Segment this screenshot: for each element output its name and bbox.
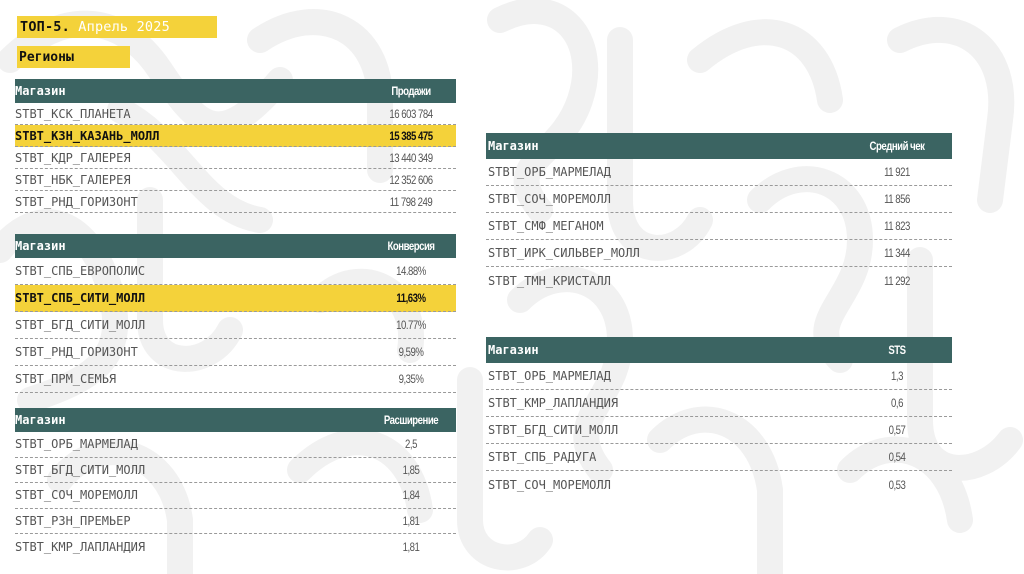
row-value: 10.77% [396, 318, 426, 332]
table-row: STBT_РЗН_ПРЕМЬЕР 1,81 [15, 509, 456, 534]
row-store: STBT_СПБ_РАДУГА [488, 450, 597, 464]
row-value: 9,35% [398, 372, 424, 386]
title-prefix: ТОП-5. [20, 19, 70, 35]
row-store: STBT_БГД_СИТИ_МОЛЛ [15, 318, 146, 332]
row-store: STBT_РНД_ГОРИЗОНТ [15, 345, 138, 359]
row-value: 1,85 [402, 462, 420, 477]
table-row: STBT_КМР_ЛАПЛАНДИЯ 0,6 [486, 390, 952, 417]
row-value: 0,54 [888, 450, 906, 464]
sts-table: Магазин STS STBT_ОРБ_МАРМЕЛАД 1,3 STBT_КМ… [486, 337, 952, 498]
header-store: Магазин [15, 239, 66, 253]
header-value: Расширение [383, 413, 439, 427]
row-value: 0,53 [888, 477, 906, 492]
row-value: 11,63% [396, 291, 426, 305]
table-row-highlighted: STBT_СПБ_СИТИ_МОЛЛ 11,63% [15, 285, 456, 312]
row-value: 0,57 [888, 423, 906, 437]
row-value: 11 798 249 [389, 194, 433, 209]
row-store: STBT_СОЧ_МОРЕМОЛЛ [488, 477, 611, 492]
row-value: 1,81 [402, 513, 420, 528]
table-header: Магазин Конверсия [15, 234, 456, 258]
header-value: Продажи [391, 84, 431, 98]
row-value: 9,59% [398, 345, 424, 359]
header-store: Магазин [15, 413, 66, 427]
row-store: STBT_КМР_ЛАПЛАНДИЯ [15, 539, 146, 554]
section-subtitle: Регионы [17, 46, 130, 68]
table-row: STBT_ТМН_КРИСТАЛЛ 11 292 [486, 267, 952, 294]
row-value: 11 344 [884, 246, 910, 260]
header-value: Конверсия [387, 239, 435, 253]
row-store: STBT_КДР_ГАЛЕРЕЯ [15, 150, 131, 165]
table-row-highlighted: STBT_КЗН_КАЗАНЬ_МОЛЛ 15 385 475 [15, 125, 456, 147]
table-row: STBT_РНД_ГОРИЗОНТ 11 798 249 [15, 191, 456, 213]
table-row: STBT_СОЧ_МОРЕМОЛЛ 0,53 [486, 471, 952, 498]
table-row: STBT_РНД_ГОРИЗОНТ 9,59% [15, 339, 456, 366]
table-row: STBT_СПБ_ЕВРОПОЛИС 14.88% [15, 258, 456, 285]
row-value: 2,5 [405, 437, 417, 452]
header-store: Магазин [15, 84, 66, 98]
row-value: 1,84 [402, 488, 420, 503]
table-row: STBT_БГД_СИТИ_МОЛЛ 1,85 [15, 458, 456, 483]
row-store: STBT_ИРК_СИЛЬВЕР_МОЛЛ [488, 246, 640, 260]
table-row: STBT_ПРМ_СЕМЬЯ 9,35% [15, 366, 456, 393]
row-store: STBT_КСК_ПЛАНЕТА [15, 106, 131, 121]
expansion-table: Магазин Расширение STBT_ОРБ_МАРМЕЛАД 2,5 … [15, 408, 456, 560]
table-row: STBT_СОЧ_МОРЕМОЛЛ 1,84 [15, 483, 456, 509]
row-store: STBT_ОРБ_МАРМЕЛАД [15, 437, 138, 452]
table-header: Магазин Средний чек [486, 133, 952, 159]
row-store: STBT_ОРБ_МАРМЕЛАД [488, 369, 611, 383]
row-value: 15 385 475 [389, 128, 433, 143]
row-store: STBT_ТМН_КРИСТАЛЛ [488, 273, 611, 288]
row-store: STBT_СОЧ_МОРЕМОЛЛ [488, 192, 611, 206]
table-row: STBT_СОЧ_МОРЕМОЛЛ 11 856 [486, 186, 952, 213]
table-row: STBT_ИРК_СИЛЬВЕР_МОЛЛ 11 344 [486, 240, 952, 267]
row-value: 11 292 [884, 273, 910, 288]
table-row: STBT_КДР_ГАЛЕРЕЯ 13 440 349 [15, 147, 456, 169]
row-store: STBT_БГД_СИТИ_МОЛЛ [488, 423, 619, 437]
table-row: STBT_КМР_ЛАПЛАНДИЯ 1,81 [15, 534, 456, 560]
table-header: Магазин STS [486, 337, 952, 363]
row-store: STBT_РНД_ГОРИЗОНТ [15, 194, 138, 209]
sales-table: Магазин Продажи STBT_КСК_ПЛАНЕТА 16 603 7… [15, 79, 456, 213]
table-row: STBT_БГД_СИТИ_МОЛЛ 0,57 [486, 417, 952, 444]
row-value: 12 352 606 [389, 172, 433, 187]
title-period: Апрель 2025 [69, 19, 170, 35]
row-store: STBT_СМФ_МЕГАНОМ [488, 219, 604, 233]
row-store: STBT_СОЧ_МОРЕМОЛЛ [15, 488, 138, 503]
row-value: 1,3 [891, 369, 903, 383]
row-store: STBT_СПБ_ЕВРОПОЛИС [15, 264, 146, 278]
table-row: STBT_СМФ_МЕГАНОМ 11 823 [486, 213, 952, 240]
row-store: STBT_НБК_ГАЛЕРЕЯ [15, 172, 131, 187]
table-row: STBT_КСК_ПЛАНЕТА 16 603 784 [15, 103, 456, 125]
table-row: STBT_ОРБ_МАРМЕЛАД 2,5 [15, 432, 456, 458]
header-store: Магазин [488, 343, 539, 357]
row-store: STBT_БГД_СИТИ_МОЛЛ [15, 462, 146, 477]
row-store: STBT_ОРБ_МАРМЕЛАД [488, 165, 611, 179]
row-value: 1,81 [402, 539, 420, 554]
row-value: 0,6 [891, 396, 903, 410]
row-store: STBT_КЗН_КАЗАНЬ_МОЛЛ [15, 128, 160, 143]
row-store: STBT_ПРМ_СЕМЬЯ [15, 372, 117, 386]
row-value: 16 603 784 [389, 106, 433, 121]
table-header: Магазин Продажи [15, 79, 456, 103]
page-title: ТОП-5. Апрель 2025 [17, 16, 217, 38]
header-value: Средний чек [869, 139, 925, 153]
conversion-table: Магазин Конверсия STBT_СПБ_ЕВРОПОЛИС 14.8… [15, 234, 456, 393]
table-row: STBT_ОРБ_МАРМЕЛАД 11 921 [486, 159, 952, 186]
header-value: STS [888, 343, 906, 357]
row-value: 11 921 [884, 165, 910, 179]
header-store: Магазин [488, 139, 539, 153]
table-row: STBT_СПБ_РАДУГА 0,54 [486, 444, 952, 471]
row-store: STBT_СПБ_СИТИ_МОЛЛ [15, 291, 146, 305]
row-value: 13 440 349 [389, 150, 433, 165]
row-store: STBT_КМР_ЛАПЛАНДИЯ [488, 396, 619, 410]
table-header: Магазин Расширение [15, 408, 456, 432]
row-store: STBT_РЗН_ПРЕМЬЕР [15, 513, 131, 528]
row-value: 11 823 [884, 219, 910, 233]
avg-check-table: Магазин Средний чек STBT_ОРБ_МАРМЕЛАД 11 … [486, 133, 952, 294]
row-value: 14.88% [396, 264, 426, 278]
row-value: 11 856 [884, 192, 910, 206]
table-row: STBT_БГД_СИТИ_МОЛЛ 10.77% [15, 312, 456, 339]
table-row: STBT_НБК_ГАЛЕРЕЯ 12 352 606 [15, 169, 456, 191]
table-row: STBT_ОРБ_МАРМЕЛАД 1,3 [486, 363, 952, 390]
